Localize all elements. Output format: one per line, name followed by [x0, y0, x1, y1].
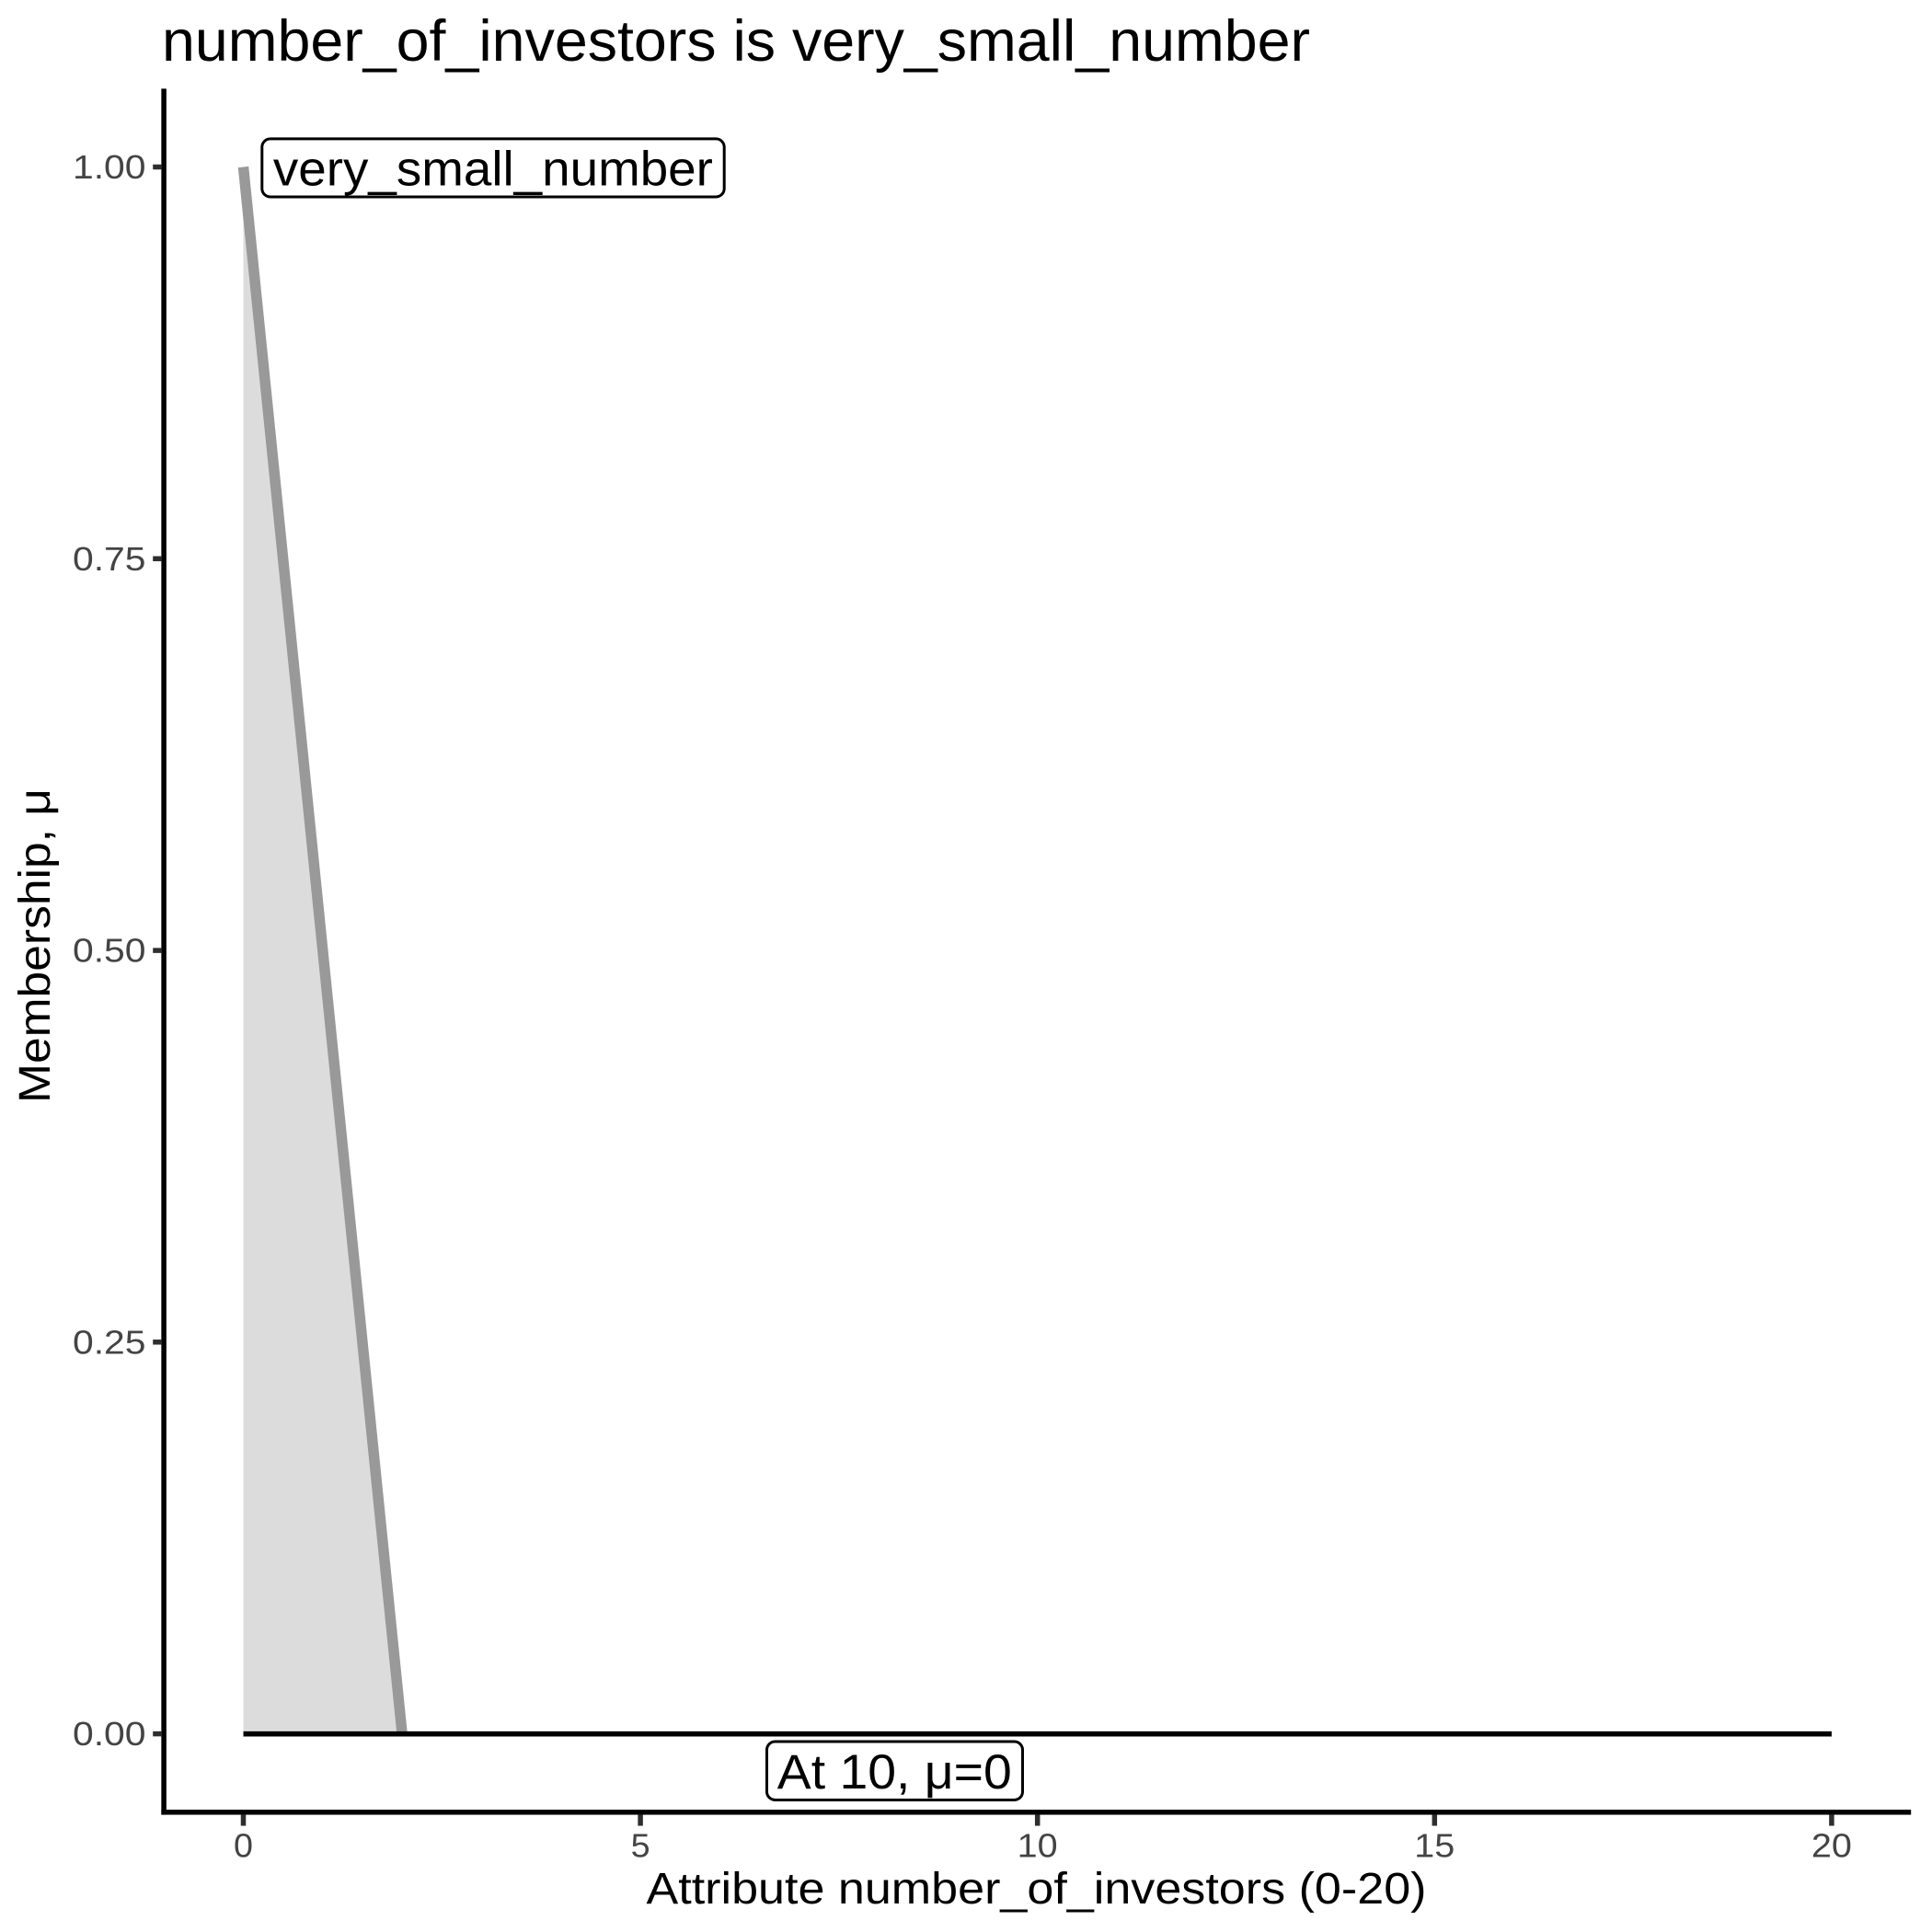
svg-text:very_small_number: very_small_number: [273, 143, 713, 197]
svg-text:0.50: 0.50: [73, 932, 146, 970]
svg-text:15: 15: [1414, 1827, 1455, 1865]
svg-text:number_of_investors is very_sm: number_of_investors is very_small_number: [162, 9, 1310, 74]
svg-text:0: 0: [234, 1827, 253, 1865]
svg-text:10: 10: [1018, 1827, 1058, 1865]
svg-text:Attribute number_of_investors: Attribute number_of_investors (0-20): [647, 1865, 1427, 1914]
svg-text:0.25: 0.25: [73, 1323, 146, 1361]
svg-text:0.75: 0.75: [73, 540, 146, 578]
svg-text:0.00: 0.00: [73, 1715, 146, 1753]
svg-text:1.00: 1.00: [73, 148, 146, 186]
svg-text:5: 5: [631, 1827, 650, 1865]
svg-text:Membership, μ: Membership, μ: [11, 788, 60, 1103]
svg-text:20: 20: [1811, 1827, 1852, 1865]
svg-text:At 10, μ=0: At 10, μ=0: [777, 1745, 1012, 1800]
